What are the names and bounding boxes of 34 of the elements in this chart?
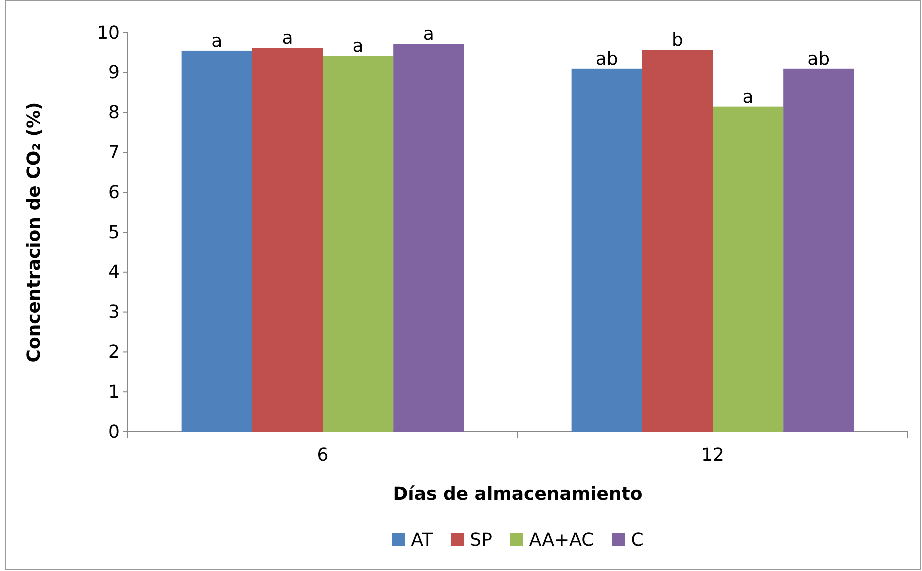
bar [323,56,394,432]
bar [252,48,323,432]
data-label: b [672,30,684,52]
x-axis-title: Días de almacenamiento [393,484,643,505]
data-label: a [282,28,294,50]
y-tick-label: 9 [108,62,120,84]
data-label: a [212,30,223,52]
y-tick-label: 2 [108,342,120,363]
bar [572,68,642,432]
y-tick-label: 6 [108,182,120,204]
bar [642,50,713,432]
y-tick-label: 4 [108,262,120,284]
y-tick-label: 10 [97,22,120,44]
legend-label: AA+AC [529,530,594,551]
y-tick-label: 8 [108,102,120,124]
data-label: ab [596,48,618,70]
bar [713,106,784,432]
bar [784,68,854,432]
legend-label: C [631,530,644,551]
bar [394,44,464,432]
bar [182,50,252,432]
y-tick-label: 1 [108,382,120,403]
data-label: a [423,24,434,46]
data-label: ab [808,48,830,70]
y-axis-title: Concentracion de CO₂ (%) [24,102,45,363]
legend-label: SP [470,530,493,551]
y-tick-label: 5 [108,222,120,244]
data-label: a [352,36,364,58]
y-tick-label: 3 [108,302,120,324]
data-label: a [742,86,754,108]
y-tick-label: 7 [108,142,120,164]
y-tick-label: 0 [108,422,120,443]
x-tick-label: 12 [702,444,724,466]
legend-label: AT [411,530,434,551]
